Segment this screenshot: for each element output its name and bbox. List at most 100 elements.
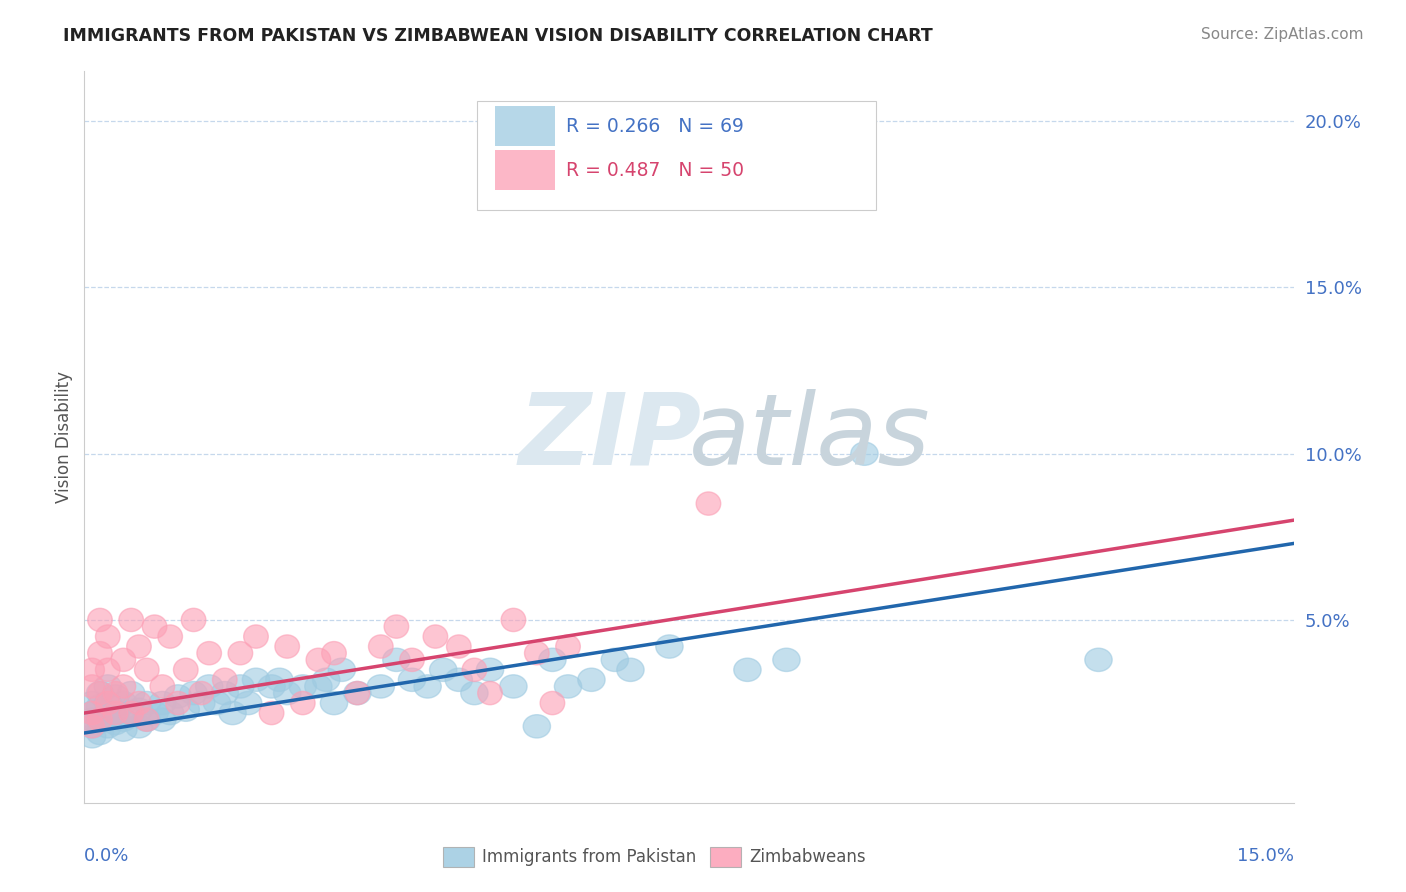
- Ellipse shape: [259, 701, 284, 724]
- Text: Source: ZipAtlas.com: Source: ZipAtlas.com: [1201, 27, 1364, 42]
- Ellipse shape: [523, 714, 551, 738]
- Ellipse shape: [110, 718, 136, 741]
- Ellipse shape: [135, 708, 159, 731]
- Ellipse shape: [538, 648, 567, 672]
- Ellipse shape: [127, 691, 152, 714]
- Ellipse shape: [118, 681, 145, 705]
- Ellipse shape: [87, 681, 112, 705]
- Ellipse shape: [96, 625, 120, 648]
- Ellipse shape: [578, 668, 605, 691]
- Ellipse shape: [134, 708, 160, 731]
- Text: 15.0%: 15.0%: [1236, 847, 1294, 864]
- Ellipse shape: [212, 668, 238, 691]
- Ellipse shape: [499, 674, 527, 698]
- Ellipse shape: [226, 674, 254, 698]
- Ellipse shape: [94, 701, 121, 724]
- Ellipse shape: [478, 681, 502, 705]
- Ellipse shape: [94, 714, 121, 738]
- Text: 0.0%: 0.0%: [84, 847, 129, 864]
- Text: Immigrants from Pakistan: Immigrants from Pakistan: [482, 848, 696, 866]
- Ellipse shape: [80, 714, 104, 738]
- Ellipse shape: [188, 691, 215, 714]
- Ellipse shape: [79, 701, 105, 724]
- Ellipse shape: [228, 641, 253, 665]
- Ellipse shape: [197, 641, 222, 665]
- Ellipse shape: [157, 625, 183, 648]
- Ellipse shape: [477, 658, 503, 681]
- Ellipse shape: [101, 712, 129, 735]
- Ellipse shape: [149, 708, 176, 731]
- Ellipse shape: [602, 648, 628, 672]
- Ellipse shape: [1085, 648, 1112, 672]
- Ellipse shape: [94, 674, 121, 698]
- Ellipse shape: [243, 625, 269, 648]
- Ellipse shape: [79, 714, 105, 738]
- Ellipse shape: [79, 724, 105, 747]
- Ellipse shape: [80, 701, 104, 724]
- Ellipse shape: [156, 701, 184, 724]
- Ellipse shape: [242, 668, 270, 691]
- Ellipse shape: [555, 635, 581, 658]
- Text: R = 0.266   N = 69: R = 0.266 N = 69: [565, 117, 744, 136]
- Ellipse shape: [430, 658, 457, 681]
- Ellipse shape: [94, 691, 121, 714]
- FancyBboxPatch shape: [495, 151, 555, 190]
- Ellipse shape: [120, 701, 143, 724]
- Ellipse shape: [307, 648, 330, 672]
- Ellipse shape: [188, 681, 214, 705]
- Ellipse shape: [328, 658, 356, 681]
- Ellipse shape: [773, 648, 800, 672]
- Ellipse shape: [111, 674, 135, 698]
- Ellipse shape: [734, 658, 761, 681]
- Ellipse shape: [86, 695, 114, 718]
- Text: R = 0.487   N = 50: R = 0.487 N = 50: [565, 161, 744, 179]
- Ellipse shape: [501, 608, 526, 632]
- Ellipse shape: [118, 701, 145, 724]
- Ellipse shape: [321, 691, 347, 714]
- Ellipse shape: [463, 658, 486, 681]
- Ellipse shape: [120, 608, 143, 632]
- Ellipse shape: [87, 641, 112, 665]
- Ellipse shape: [165, 685, 191, 708]
- Ellipse shape: [382, 648, 411, 672]
- Ellipse shape: [96, 658, 120, 681]
- Ellipse shape: [125, 714, 153, 738]
- Ellipse shape: [173, 658, 198, 681]
- Ellipse shape: [461, 681, 488, 705]
- Ellipse shape: [305, 674, 332, 698]
- Ellipse shape: [851, 442, 879, 466]
- Ellipse shape: [135, 658, 159, 681]
- Ellipse shape: [87, 608, 112, 632]
- Ellipse shape: [235, 691, 262, 714]
- Ellipse shape: [343, 681, 371, 705]
- Ellipse shape: [96, 691, 120, 714]
- Ellipse shape: [195, 674, 222, 698]
- Text: ZIP: ZIP: [519, 389, 702, 485]
- Ellipse shape: [101, 701, 129, 724]
- Ellipse shape: [80, 674, 104, 698]
- Ellipse shape: [204, 691, 231, 714]
- Ellipse shape: [540, 691, 565, 714]
- Y-axis label: Vision Disability: Vision Disability: [55, 371, 73, 503]
- Ellipse shape: [103, 681, 128, 705]
- Ellipse shape: [290, 674, 316, 698]
- Ellipse shape: [150, 674, 174, 698]
- Ellipse shape: [367, 674, 395, 698]
- Ellipse shape: [86, 708, 114, 731]
- Ellipse shape: [413, 674, 441, 698]
- FancyBboxPatch shape: [495, 106, 555, 146]
- Ellipse shape: [181, 608, 205, 632]
- Ellipse shape: [172, 698, 200, 722]
- Ellipse shape: [134, 691, 160, 714]
- Ellipse shape: [276, 635, 299, 658]
- Ellipse shape: [127, 635, 152, 658]
- Ellipse shape: [266, 668, 292, 691]
- Ellipse shape: [368, 635, 394, 658]
- Ellipse shape: [447, 635, 471, 658]
- Ellipse shape: [79, 691, 105, 714]
- Ellipse shape: [696, 491, 721, 516]
- Ellipse shape: [257, 674, 285, 698]
- Ellipse shape: [79, 708, 105, 731]
- Ellipse shape: [322, 641, 346, 665]
- Ellipse shape: [398, 668, 426, 691]
